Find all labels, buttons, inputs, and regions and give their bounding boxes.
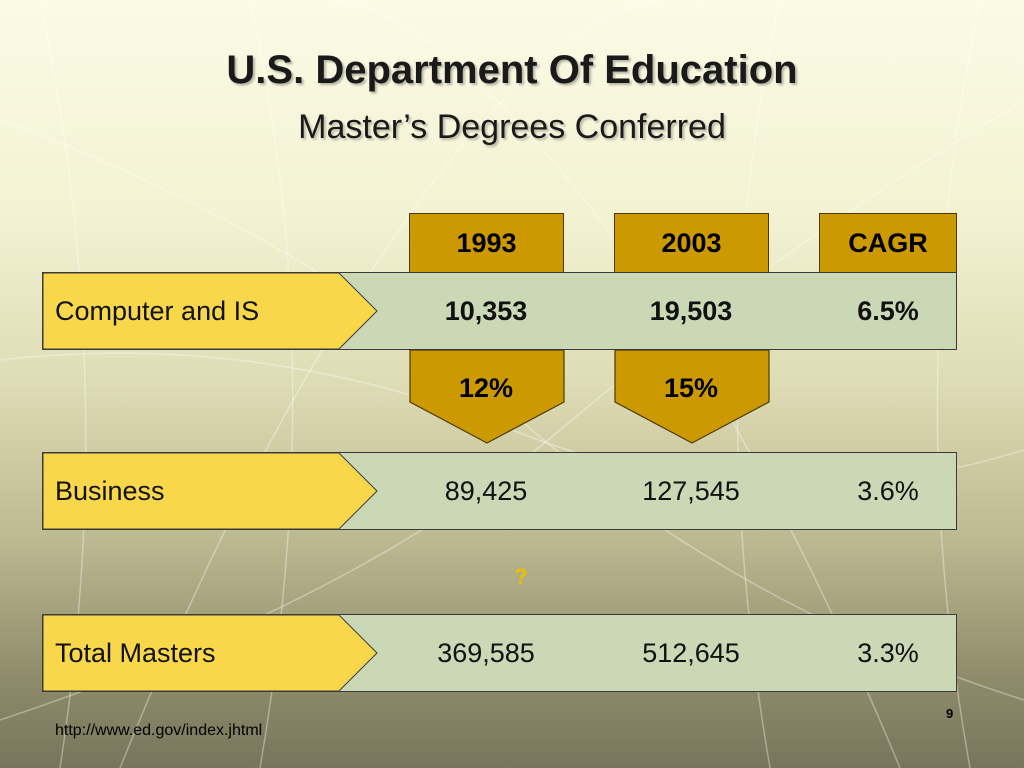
cell-2003: 127,545 [642,476,740,506]
cell-cagr: 6.5% [857,296,919,326]
row-label: Business [55,476,165,506]
column-header-1993: 1993 [409,213,564,275]
column-header-2003: 2003 [614,213,769,275]
source-link[interactable]: http://www.ed.gov/index.jhtml [55,722,263,739]
question-mark: ? [514,564,528,589]
share-1993: 12% [458,373,514,403]
column-header-cagr: CAGR [819,213,957,275]
share-2003-chevron [614,350,770,444]
row-label-arrow [43,615,378,691]
row-label-arrow [43,273,378,349]
share-1993-chevron [409,350,565,444]
row-label: Total Masters [55,638,216,668]
cell-cagr: 3.6% [857,476,919,506]
slide-title: U.S. Department Of Education [226,48,798,92]
table-row-total-masters: Total Masters 369,585 512,645 3.3% [42,614,957,692]
row-label-arrow [43,453,378,529]
cell-2003: 512,645 [642,638,740,668]
cell-1993: 10,353 [444,296,528,326]
slide-subtitle: Master’s Degrees Conferred [298,108,726,146]
cell-1993: 369,585 [437,638,535,668]
cell-cagr: 3.3% [857,638,919,668]
share-2003: 15% [663,373,719,403]
table-row-business: Business 89,425 127,545 3.6% [42,452,957,530]
row-label: Computer and IS [55,296,260,326]
table-row-computer-is: Computer and IS 10,353 19,503 6.5% [42,272,957,350]
cell-2003: 19,503 [649,296,733,326]
cell-1993: 89,425 [444,476,528,506]
page-number: 9 [946,706,954,721]
